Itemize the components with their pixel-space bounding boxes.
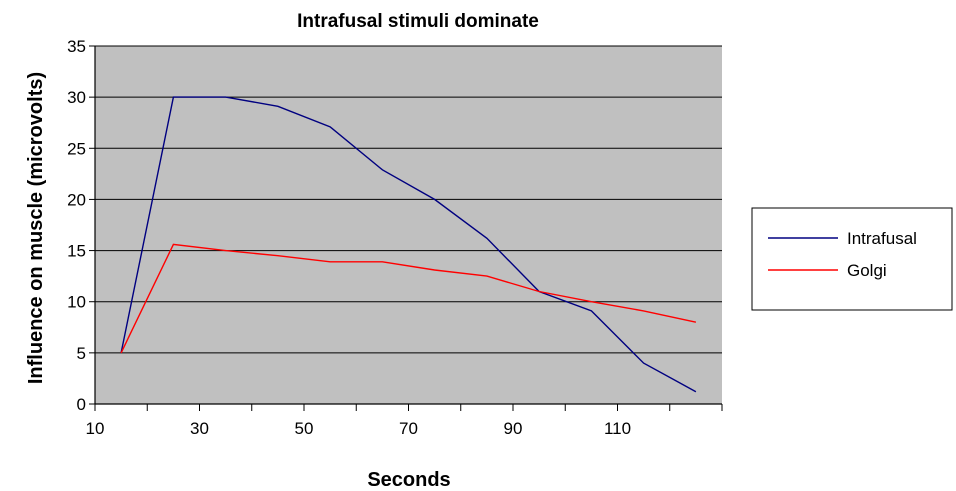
y-tick-label: 0 <box>77 395 86 414</box>
legend-box <box>751 207 953 311</box>
x-tick-label: 70 <box>399 419 418 438</box>
y-axis-title: Influence on muscle (microvolts) <box>25 72 47 384</box>
x-axis-ticks: 10 30 50 70 90 110 <box>86 404 723 438</box>
x-axis-title: Seconds <box>367 469 450 491</box>
y-tick-label: 15 <box>67 242 86 261</box>
series-line-golgi <box>120 243 697 354</box>
chart-title: Intrafusal stimuli dominate <box>297 11 539 32</box>
y-tick-label: 35 <box>67 37 86 56</box>
legend-label: Intrafusal <box>847 229 917 248</box>
legend: Intrafusal Golgi <box>751 207 953 311</box>
x-tick-label: 110 <box>604 419 631 438</box>
x-tick-label: 90 <box>504 419 523 438</box>
legend-label: Golgi <box>847 261 887 280</box>
y-tick-label: 25 <box>67 139 86 158</box>
x-tick-label: 50 <box>295 419 314 438</box>
y-tick-label: 5 <box>77 344 86 363</box>
plot-area <box>95 46 722 404</box>
series-lines <box>120 96 697 393</box>
y-tick-label: 30 <box>67 88 86 107</box>
y-tick-label: 20 <box>67 190 86 209</box>
x-tick-label: 10 <box>86 419 105 438</box>
y-tick-label: 10 <box>67 293 86 312</box>
x-tick-label: 30 <box>190 419 209 438</box>
y-axis-ticks: 0 5 10 15 20 25 30 35 <box>67 37 95 414</box>
series-line-intrafusal <box>120 96 697 393</box>
